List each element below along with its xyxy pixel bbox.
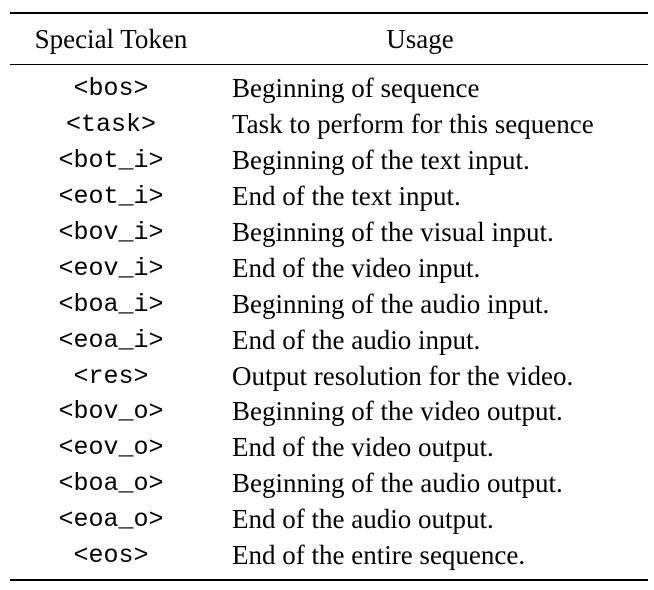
table-header-rule [10,64,648,65]
token-cell: <bos> [73,74,149,104]
table-row: <boa_i> Beginning of the audio input. [10,286,648,322]
table-row: <bos> Beginning of sequence [10,71,648,107]
token-cell: <eov_o> [58,433,164,463]
table-row: <eoa_o> End of the audio output. [10,502,648,538]
token-cell: <eos> [73,541,149,571]
token-cell: <bov_o> [58,397,164,427]
token-cell: <eoa_o> [58,505,164,535]
table-body: <bos> Beginning of sequence <task> Task … [10,65,648,579]
table-row: <boa_o> Beginning of the audio output. [10,466,648,502]
table-row: <eot_i> End of the text input. [10,179,648,215]
special-token-table: Special Token Usage <bos> Beginning of s… [10,12,648,582]
table-row: <task> Task to perform for this sequence [10,107,648,143]
table-row: <eos> End of the entire sequence. [10,538,648,574]
header-usage: Usage [386,23,454,54]
token-cell: <bov_i> [58,218,164,247]
usage-cell: End of the video output. [232,432,494,463]
usage-cell: Output resolution for the video. [232,360,574,391]
table-row: <bot_i> Beginning of the text input. [10,143,648,179]
usage-cell: Beginning of the text input. [232,145,530,176]
usage-cell: End of the audio input. [232,324,481,355]
token-cell: <eot_i> [58,182,164,212]
token-cell: <boa_i> [58,289,164,319]
table-row: <res> Output resolution for the video. [10,358,648,394]
table-row: <eov_i> End of the video input. [10,250,648,286]
token-cell: <res> [73,361,149,391]
usage-cell: Beginning of the video output. [232,396,563,427]
table-row: <eov_o> End of the video output. [10,430,648,466]
table-row: <bov_o> Beginning of the video output. [10,394,648,430]
table-row: <eoa_i> End of the audio input. [10,322,648,358]
token-cell: <boa_o> [58,469,164,499]
table-bottom-rule [10,579,648,582]
usage-cell: End of the video input. [232,252,481,283]
usage-cell: Task to perform for this sequence [232,109,594,140]
usage-cell: End of the entire sequence. [232,540,526,571]
token-cell: <task> [65,110,156,140]
usage-cell: End of the audio output. [232,504,494,535]
token-cell: <eov_i> [58,253,164,283]
usage-cell: Beginning of the visual input. [232,217,554,247]
usage-cell: Beginning of the audio output. [232,468,563,499]
table-row: <bov_i> Beginning of the visual input. [10,215,648,251]
token-cell: <eoa_i> [58,325,164,355]
table-top-rule [10,12,648,14]
header-special-token: Special Token [34,23,188,54]
usage-cell: Beginning of sequence [232,73,480,104]
usage-cell: Beginning of the audio input. [232,288,550,319]
token-cell: <bot_i> [58,146,164,176]
table-header-row: Special Token Usage [10,14,648,64]
usage-cell: End of the text input. [232,181,461,212]
